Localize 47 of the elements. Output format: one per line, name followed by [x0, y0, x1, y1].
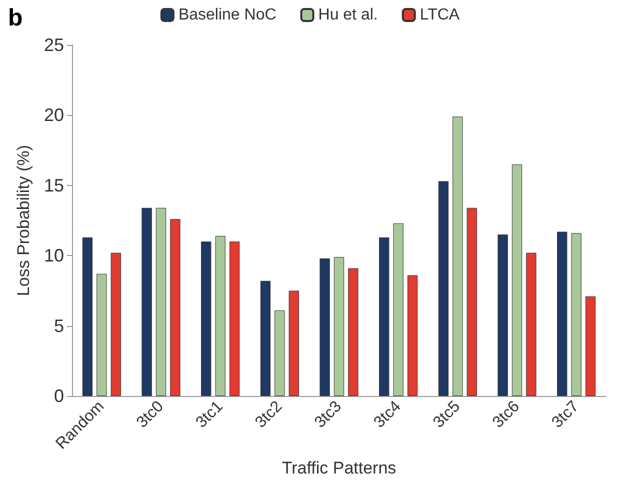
- bar: [320, 258, 330, 396]
- bar: [260, 280, 271, 396]
- x-tick-label: 3tc4: [370, 398, 404, 432]
- bar: [571, 233, 582, 396]
- bar: [110, 252, 121, 396]
- legend-label: Hu et al.: [318, 6, 378, 24]
- bar: [348, 268, 358, 396]
- bar: [466, 208, 477, 396]
- bar: [585, 296, 596, 396]
- text: b: [8, 4, 23, 32]
- bar: [96, 274, 107, 396]
- bar: [215, 236, 226, 396]
- x-tick-label: 3tc3: [312, 398, 346, 432]
- bar: [274, 310, 285, 396]
- y-tick-label: 20: [44, 105, 64, 126]
- y-tick-label: 5: [54, 316, 64, 336]
- bar: [142, 208, 152, 396]
- bar: [557, 232, 568, 396]
- x-tick-label: 3tc5: [430, 398, 464, 432]
- bar: [170, 219, 180, 396]
- x-tick-label: 3tc6: [490, 398, 524, 432]
- x-axis-title: Traffic Patterns: [282, 458, 396, 478]
- bar: [82, 237, 93, 396]
- bar: [452, 116, 463, 396]
- bar: [407, 275, 418, 396]
- bar: [334, 257, 344, 396]
- bar: [512, 164, 522, 396]
- bar: [288, 290, 299, 396]
- legend-label: Baseline NoC: [178, 6, 276, 24]
- y-axis-title: Loss Probability (%): [14, 144, 33, 296]
- legend-label: LTCA: [420, 6, 460, 24]
- x-tick-label: 3tc0: [134, 398, 168, 432]
- x-tick-label: 3tc7: [548, 398, 582, 432]
- bar: [498, 234, 508, 396]
- y-tick-label: 15: [44, 175, 64, 196]
- bar: [379, 237, 390, 396]
- bar: [393, 223, 404, 396]
- y-tick-label: 10: [44, 246, 64, 266]
- x-tick-label: 3tc1: [192, 398, 226, 432]
- y-tick-label: 0: [54, 386, 64, 406]
- bar: [229, 242, 240, 396]
- x-tick-label: 3tc2: [252, 398, 286, 432]
- bar: [526, 252, 536, 396]
- y-tick-label: 25: [44, 35, 64, 55]
- bar: [156, 208, 166, 396]
- bar: [438, 181, 449, 396]
- bar: [201, 242, 212, 396]
